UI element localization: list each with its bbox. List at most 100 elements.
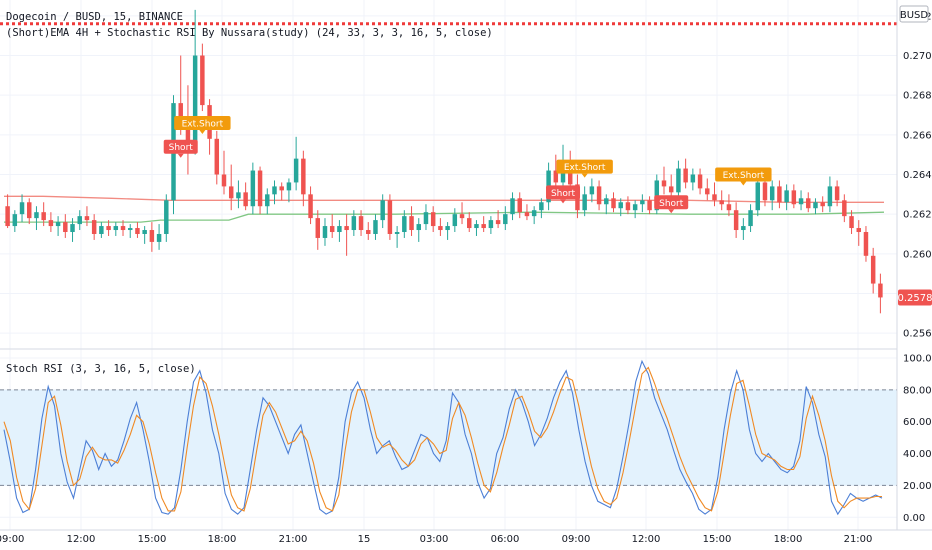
candle bbox=[806, 192, 811, 213]
candle bbox=[467, 212, 472, 233]
candle bbox=[870, 247, 876, 294]
price-tick-label: 0.2560 bbox=[903, 329, 932, 340]
candle-body bbox=[668, 186, 674, 193]
symbol-legend[interactable]: Dogecoin / BUSD, 15, BINANCE bbox=[6, 11, 183, 23]
candle bbox=[589, 178, 595, 203]
time-tick-label: 18:00 bbox=[774, 534, 803, 545]
candle-body bbox=[582, 194, 587, 211]
candle-body bbox=[200, 55, 205, 106]
candle-body bbox=[5, 206, 10, 227]
candle-body bbox=[531, 210, 537, 217]
candle-body bbox=[611, 198, 616, 209]
candle bbox=[625, 196, 631, 215]
short-marker: Short bbox=[163, 139, 198, 158]
marker-pointer bbox=[740, 181, 747, 186]
oscillator-legend[interactable]: Stoch RSI (3, 3, 16, 5, close) bbox=[6, 363, 196, 375]
currency-badge[interactable]: BUSD bbox=[899, 5, 929, 23]
time-tick-label: 15:00 bbox=[703, 534, 732, 545]
candle bbox=[337, 220, 342, 242]
marker-pointer bbox=[560, 199, 567, 204]
candle-body bbox=[192, 55, 198, 151]
ema-green-line bbox=[4, 211, 885, 223]
candle-body bbox=[647, 200, 652, 211]
candle-body bbox=[762, 182, 768, 201]
candle-body bbox=[438, 226, 443, 231]
study-legend[interactable]: (Short)EMA 4H + Stochastic RSI By Nussar… bbox=[6, 27, 493, 39]
candle-body bbox=[452, 214, 458, 227]
candle-body bbox=[769, 186, 775, 201]
stoch-d-line bbox=[3, 366, 882, 512]
oscillator-tick-label: 0.00 bbox=[903, 513, 925, 524]
candle bbox=[120, 220, 126, 236]
marker-box bbox=[163, 139, 198, 154]
candle-body bbox=[286, 182, 292, 191]
candle-body bbox=[358, 216, 364, 231]
candle bbox=[611, 192, 616, 213]
candle-body bbox=[416, 224, 421, 231]
candle-body bbox=[625, 202, 631, 211]
marker-pointer bbox=[199, 129, 206, 134]
candle bbox=[719, 190, 724, 211]
candle-body bbox=[683, 168, 688, 183]
candle bbox=[531, 206, 537, 225]
candle-body bbox=[228, 186, 234, 199]
candle bbox=[423, 204, 429, 231]
candle bbox=[12, 210, 18, 233]
candle bbox=[690, 168, 696, 191]
oscillator-tick-label: 100.00 bbox=[903, 353, 932, 364]
candle-body bbox=[120, 226, 126, 231]
candle bbox=[784, 184, 789, 211]
candle-body bbox=[806, 198, 811, 209]
time-tick-label: 12:00 bbox=[632, 534, 661, 545]
candle bbox=[878, 273, 883, 314]
candle bbox=[582, 186, 587, 217]
candle bbox=[640, 194, 645, 213]
oscillator-tick-label: 20.00 bbox=[903, 481, 932, 492]
candle-body bbox=[366, 230, 371, 234]
candle-body bbox=[41, 212, 46, 221]
candle-body bbox=[445, 226, 450, 231]
candle-body bbox=[84, 216, 90, 221]
candle bbox=[63, 214, 68, 238]
candle bbox=[676, 160, 681, 199]
candle-body bbox=[813, 202, 818, 209]
candle bbox=[77, 210, 82, 231]
candle-body bbox=[91, 220, 97, 234]
short-marker: Short bbox=[654, 195, 689, 214]
candle bbox=[517, 192, 522, 219]
candle-body bbox=[19, 202, 25, 215]
candle-body bbox=[524, 212, 530, 217]
candle bbox=[503, 206, 508, 231]
candle-body bbox=[741, 226, 746, 231]
candle bbox=[438, 218, 443, 236]
candle-body bbox=[329, 226, 335, 233]
time-tick-label: 15 bbox=[358, 534, 371, 545]
marker-box bbox=[715, 167, 772, 182]
candle-body bbox=[149, 230, 155, 242]
candle-body bbox=[676, 168, 681, 193]
oscillator-axis[interactable]: 100.00 80.00 60.00 40.00 20.00 0.00 bbox=[903, 353, 932, 523]
candle bbox=[142, 226, 147, 244]
candle-body bbox=[517, 198, 522, 213]
candle-body bbox=[236, 192, 241, 199]
time-tick-label: 09:00 bbox=[0, 534, 24, 545]
candle bbox=[34, 206, 39, 231]
candle-body bbox=[726, 204, 732, 211]
time-axis[interactable]: 09:00 12:00 15:00 18:00 21:00 15 03:00 06:00 09:… bbox=[0, 534, 872, 545]
candle bbox=[257, 166, 263, 215]
candle bbox=[394, 226, 400, 248]
candle bbox=[741, 218, 746, 240]
candle-body bbox=[387, 200, 393, 234]
oscillator-pane[interactable] bbox=[0, 359, 897, 516]
price-pane[interactable]: Short Ext.Short Ext.Short Short Short Ext.Sho… bbox=[0, 9, 897, 314]
candle-body bbox=[113, 226, 119, 231]
candle-body bbox=[539, 202, 544, 211]
candle bbox=[358, 210, 364, 236]
candle bbox=[70, 218, 75, 242]
candle-body bbox=[712, 194, 717, 201]
candle-body bbox=[661, 180, 667, 187]
candle bbox=[661, 166, 667, 195]
marker-box bbox=[654, 195, 689, 210]
candle-body bbox=[63, 222, 68, 233]
candle-body bbox=[322, 226, 328, 238]
